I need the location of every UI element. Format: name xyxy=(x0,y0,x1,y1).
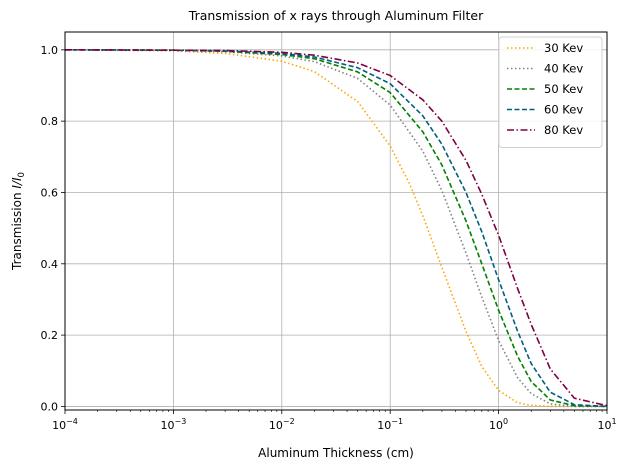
legend-box xyxy=(498,36,603,148)
y-tick-label: 0.4 xyxy=(41,258,59,271)
legend: 30 Kev 40 Kev 50 Kev 60 Kev 80 Kev xyxy=(498,36,603,148)
y-tick-label: 1.0 xyxy=(41,44,59,57)
y-tick-label: 0.2 xyxy=(41,329,59,342)
legend-entry: 60 Kev xyxy=(544,103,583,117)
plot-frame xyxy=(64,31,608,411)
x-axis-label: Aluminum Thickness (cm) xyxy=(258,446,414,460)
series-line xyxy=(65,49,607,408)
x-tick-label: 10−1 xyxy=(377,417,403,432)
x-tick-label: 10−4 xyxy=(52,417,78,432)
legend-entry: 40 Kev xyxy=(544,62,583,76)
legend-entry: 50 Kev xyxy=(544,82,583,96)
y-tick-label: 0.8 xyxy=(41,115,59,128)
legend-entry: 80 Kev xyxy=(544,123,583,137)
x-axis-ticks: 10−4 10−3 10−2 10−1 100 101 xyxy=(52,410,617,432)
y-axis-label-text: Transmission xyxy=(10,189,24,271)
x-tick-label: 10−3 xyxy=(161,417,187,432)
chart-title: Transmission of x rays through Aluminum … xyxy=(188,8,484,23)
y-axis-label-math: I/I xyxy=(10,177,24,189)
y-tick-label: 0.0 xyxy=(41,400,59,413)
y-axis-ticks: 0.0 0.2 0.4 0.6 0.8 1.0 xyxy=(41,44,65,413)
y-tick-label: 0.6 xyxy=(41,186,59,199)
series-line xyxy=(65,49,607,407)
x-tick-label: 10−2 xyxy=(269,417,295,432)
series-lines xyxy=(65,49,607,408)
y-axis-label: Transmission I/I0 xyxy=(10,172,27,271)
y-axis-label-subscript: 0 xyxy=(17,172,27,177)
series-line xyxy=(65,49,607,408)
x-tick-label: 101 xyxy=(597,417,616,432)
series-line xyxy=(65,49,607,408)
legend-entry: 30 Kev xyxy=(544,41,583,55)
x-tick-label: 100 xyxy=(489,417,508,432)
